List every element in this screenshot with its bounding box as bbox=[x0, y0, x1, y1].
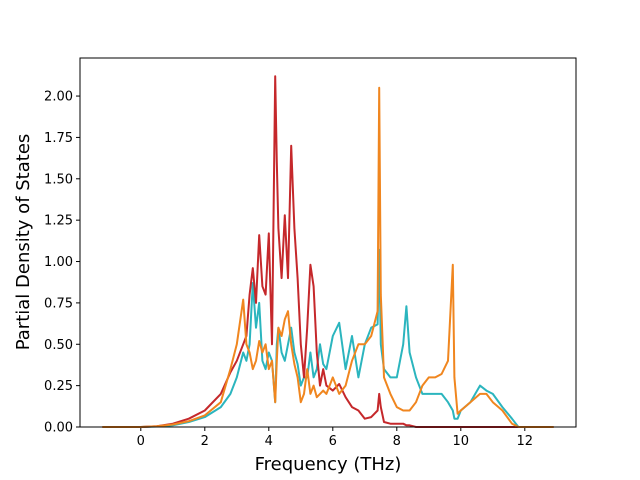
y-tick-label: 1.25 bbox=[44, 214, 73, 229]
plot-frame bbox=[79, 57, 577, 428]
x-tick-label: 0 bbox=[137, 434, 145, 449]
y-tick-label: 2.00 bbox=[44, 90, 73, 105]
y-tick-label: 0.50 bbox=[44, 338, 73, 353]
y-tick-label: 1.00 bbox=[44, 255, 73, 270]
x-axis-label: Frequency (THz) bbox=[255, 454, 402, 475]
x-tick-label: 4 bbox=[265, 434, 273, 449]
x-tick-label: 2 bbox=[201, 434, 209, 449]
x-tick-label: 6 bbox=[329, 434, 337, 449]
series-line bbox=[102, 248, 554, 428]
series-line bbox=[102, 86, 554, 428]
y-tick-label: 0.75 bbox=[44, 296, 73, 311]
x-tick-label: 12 bbox=[517, 434, 534, 449]
y-tick-label: 1.50 bbox=[44, 172, 73, 187]
x-tick-label: 10 bbox=[453, 434, 470, 449]
y-tick-label: 0.25 bbox=[44, 379, 73, 394]
x-tick-label: 8 bbox=[393, 434, 401, 449]
series-line bbox=[102, 75, 554, 428]
y-axis-label: Partial Density of States bbox=[13, 134, 34, 351]
y-tick-label: 0.00 bbox=[44, 421, 73, 436]
y-tick-label: 1.75 bbox=[44, 131, 73, 146]
